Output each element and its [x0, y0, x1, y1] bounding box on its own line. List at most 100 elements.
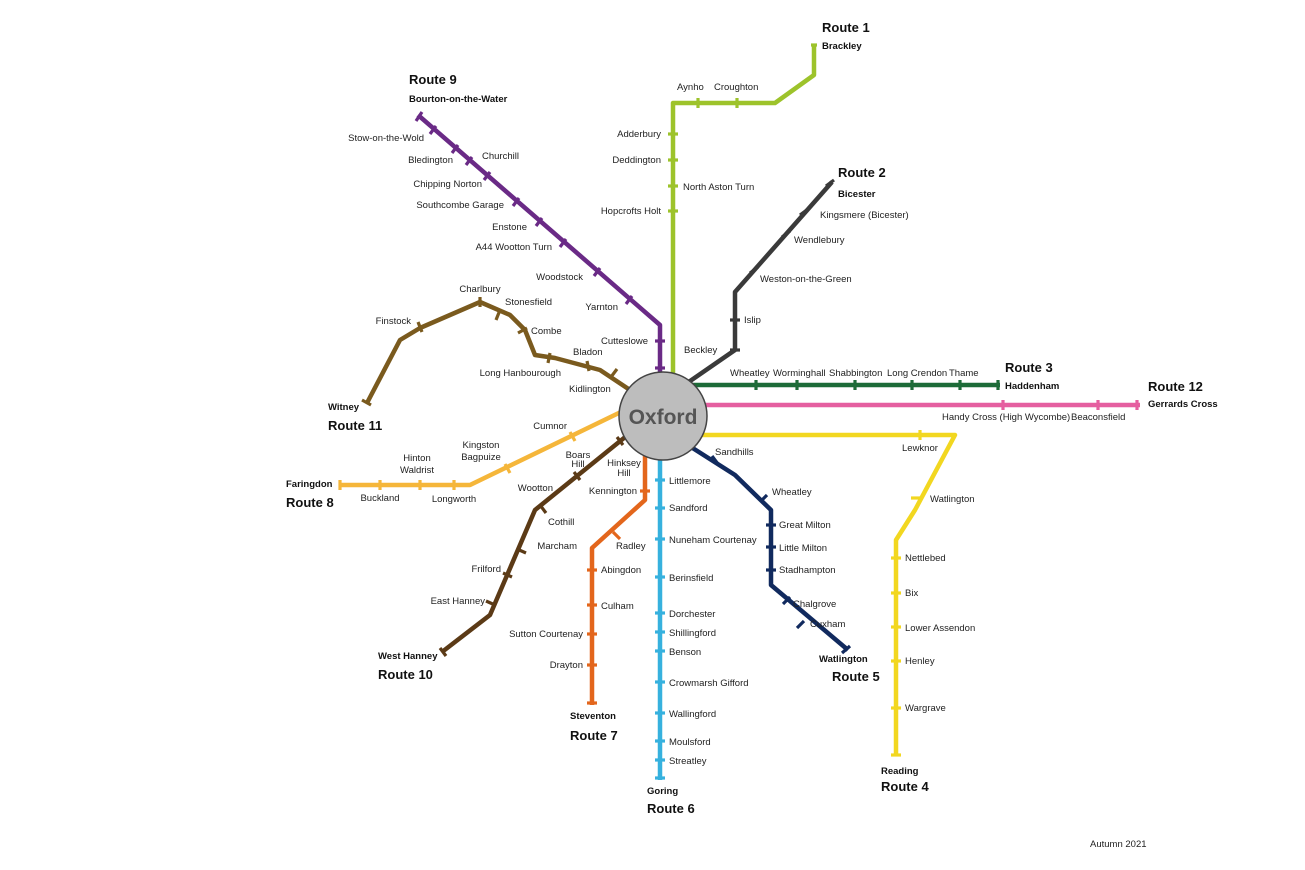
stop-label: Yarnton [585, 302, 618, 313]
route-11-label: Route 11 [328, 418, 382, 433]
stop-label: Combe [531, 326, 562, 337]
route-8-stops [338, 431, 577, 490]
route-12-stops [1001, 400, 1139, 410]
map-date: Autumn 2021 [1090, 839, 1147, 850]
stop-label: Deddington [612, 155, 661, 166]
route-9-stops [414, 111, 665, 370]
stop-label: Frilford [471, 564, 501, 575]
route-2-stops [730, 178, 835, 352]
route-11-terminus: Witney [328, 402, 360, 413]
stop-label: Charlbury [459, 284, 500, 295]
route-2-line[interactable] [678, 180, 834, 390]
stop-label: Crowmarsh Gifford [669, 678, 749, 689]
stop-label: Nettlebed [905, 553, 946, 564]
stop-label: Handy Cross (High Wycombe) [942, 412, 1070, 423]
route-7-terminus: Steventon [570, 711, 616, 722]
route-3-stops [754, 380, 1000, 390]
route-10-terminus: West Hanney [378, 651, 438, 662]
route-6-label: Route 6 [647, 801, 695, 816]
stop-label: Culham [601, 601, 634, 612]
route-12-label: Route 12 [1148, 379, 1203, 394]
stop-label: Bledington [408, 155, 453, 166]
oxford-hub[interactable] [618, 371, 708, 461]
stop-label: Adderbury [617, 129, 661, 140]
route-8-terminus: Faringdon [286, 479, 333, 490]
stop-label: Boars [566, 450, 591, 461]
stop-label: Cumnor [533, 421, 567, 432]
stop-label: Sutton Courtenay [509, 629, 583, 640]
stop-label: Benson [669, 647, 701, 658]
route-1-line[interactable] [670, 45, 817, 380]
stop-label: Southcombe Garage [416, 200, 504, 211]
route-5-stops [710, 455, 852, 655]
stop-label: Lower Assendon [905, 623, 975, 634]
stop-label: Waldrist [400, 465, 434, 476]
stop-label: Kennington [589, 486, 637, 497]
stop-label: Longworth [432, 494, 476, 505]
stop-label: Thame [949, 368, 979, 379]
stop-label: Finstock [376, 316, 412, 327]
stop-label: Wheatley [730, 368, 770, 379]
hub-label: Oxford [629, 406, 698, 429]
stop-label: Enstone [492, 222, 527, 233]
stop-label: Beckley [684, 345, 718, 356]
stop-label: Marcham [537, 541, 577, 552]
route-1-stops [668, 43, 817, 213]
route-7-label: Route 7 [570, 728, 618, 743]
route-labels: Route 1 Brackley Route 2 Bicester Route … [286, 20, 1218, 816]
stop-label: Sandhills [715, 447, 754, 458]
stop-label: Abingdon [601, 565, 641, 576]
stop-label: Cothill [548, 517, 574, 528]
route-9-line[interactable] [416, 113, 663, 380]
stop-label: Lewknor [902, 443, 938, 454]
route-9-label: Route 9 [409, 72, 457, 87]
route-5-label: Route 5 [832, 669, 880, 684]
route-1-terminus: Brackley [822, 41, 862, 52]
stop-label: Cuxham [810, 619, 845, 630]
route-5-terminus: Watlington [819, 654, 868, 665]
stop-label: Wargrave [905, 703, 946, 714]
stop-label: A44 Wootton Turn [476, 242, 552, 253]
route-2-label: Route 2 [838, 165, 886, 180]
stop-label: Weston-on-the-Green [760, 274, 852, 285]
stop-label: Little Milton [779, 543, 827, 554]
route-3-terminus: Haddenham [1005, 381, 1059, 392]
route-12-terminus: Gerrards Cross [1148, 399, 1218, 410]
stop-label: Henley [905, 656, 935, 667]
stop-label: Long Hanbourough [480, 368, 561, 379]
route-4-line[interactable] [680, 432, 958, 755]
stop-label: Hinton [403, 453, 430, 464]
stop-label: Aynho [677, 82, 704, 93]
stop-label: Kidlington [569, 384, 611, 395]
stop-labels: Croughton Aynho Adderbury Deddington Nor… [348, 82, 1125, 767]
stop-label: Bladon [573, 347, 603, 358]
stop-label: Long Crendon [887, 368, 947, 379]
stop-label: Wheatley [772, 487, 812, 498]
stop-label: Wendlebury [794, 235, 845, 246]
stop-label: Hopcrofts Holt [601, 206, 662, 217]
stop-label: Woodstock [536, 272, 583, 283]
stop-label: Chalgrove [793, 599, 836, 610]
route-7-stops [587, 489, 650, 705]
stop-label: Islip [744, 315, 761, 326]
stop-label: Kingsmere (Bicester) [820, 210, 909, 221]
route-10-line[interactable] [440, 423, 642, 654]
route-1-label: Route 1 [822, 20, 870, 35]
stop-label: Buckland [360, 493, 399, 504]
stop-label: Croughton [714, 82, 758, 93]
route-6-stops [655, 478, 665, 780]
route-2-terminus: Bicester [838, 189, 876, 200]
stop-label: Hill [571, 459, 584, 470]
route-10-stops [438, 436, 625, 657]
route-9-terminus: Bourton-on-the-Water [409, 94, 508, 105]
stop-label: Cutteslowe [601, 336, 648, 347]
stop-label: Stonesfield [505, 297, 552, 308]
stop-label: Beaconsfield [1071, 412, 1125, 423]
route-7-line[interactable] [589, 430, 648, 705]
stop-label: Hill [617, 468, 630, 479]
stop-label: Watlington [930, 494, 975, 505]
route-11-stops [361, 297, 619, 407]
stop-label: Sandford [669, 503, 708, 514]
route-11-line[interactable] [365, 299, 632, 405]
stop-label: Kingston [463, 440, 500, 451]
